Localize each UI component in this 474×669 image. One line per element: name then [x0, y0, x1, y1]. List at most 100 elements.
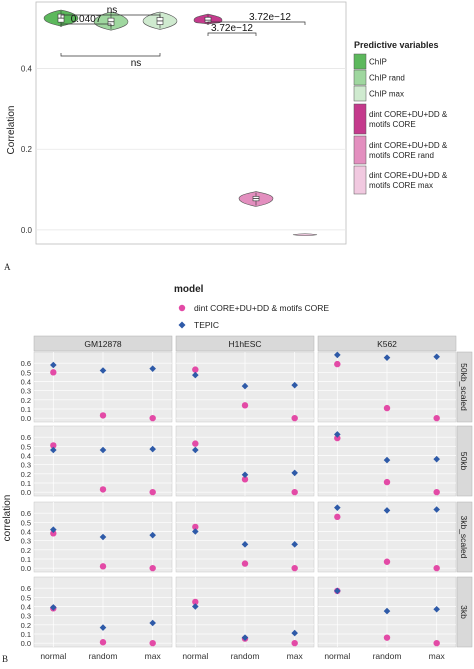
- panel-b-y-axis-label: correlation: [2, 495, 13, 542]
- point-dint-model: [291, 414, 298, 422]
- point-dint-model: [99, 412, 107, 419]
- point-dint-model: [149, 639, 156, 647]
- panel-b-x-tick-label: random: [231, 651, 260, 661]
- panel-a-y-axis-label: Correlation: [6, 106, 17, 155]
- legend-label: dint CORE+DU+DD & motifs CORE: [369, 110, 448, 129]
- facet-panel: [33, 576, 173, 648]
- panel-b-y-tick-label: 0.3: [21, 461, 31, 470]
- point-tepic-model: [433, 506, 440, 513]
- panel-b-y-tick-label: 0.3: [21, 387, 31, 396]
- point-tepic-model: [99, 367, 107, 374]
- panel-b-y-tick-label: 0.0: [21, 564, 31, 573]
- facet-column-strip: GM12878: [33, 335, 173, 352]
- legend-label: ChIP rand: [369, 74, 405, 83]
- panel-a-y-tick-label: 0.0: [21, 226, 33, 235]
- panel-b-y-tick-label: 0.0: [21, 414, 31, 423]
- panel-b-y-tick-label: 0.0: [21, 639, 31, 648]
- legend-key: [353, 165, 367, 195]
- facet-panel: [317, 351, 457, 423]
- facet-panel: [175, 501, 315, 573]
- strip-label: 3kb: [459, 605, 469, 619]
- point-dint-model: [433, 639, 440, 647]
- panel-b-y-tick-label: 0.4: [21, 603, 31, 612]
- panel-b-y-tick-label: 0.1: [21, 405, 31, 414]
- panel-b-y-tick-label: 0.6: [21, 359, 31, 368]
- point-tepic-model: [99, 533, 107, 541]
- significance-bracket: [207, 21, 306, 25]
- facet-panel: [317, 425, 457, 497]
- point-dint-model: [383, 634, 391, 641]
- point-dint-model: [50, 530, 57, 537]
- panel-b-y-tick-label: 0.5: [21, 593, 31, 602]
- annotation-dint-vs-max: 3.72e−12: [207, 12, 306, 25]
- legend-entry-dint: dint CORE+DU+DD & motifs CORE: [353, 103, 448, 135]
- panel-b-y-tick-label: 0.1: [21, 630, 31, 639]
- point-tepic-model: [149, 619, 156, 627]
- legend-key: [353, 103, 367, 135]
- panel-b-y-tick-label: 0.6: [21, 584, 31, 593]
- panel-b-y-tick-label: 0.1: [21, 479, 31, 488]
- significance-label: ns: [107, 5, 118, 16]
- facet-row-strip: 3kb: [456, 576, 473, 648]
- panel-b-x-tick-label: random: [89, 651, 118, 661]
- point-tepic-model: [291, 469, 298, 477]
- point-dint-model: [334, 513, 341, 521]
- point-dint-model: [433, 414, 440, 422]
- point-dint-model: [433, 488, 440, 496]
- point-tepic-model: [149, 365, 156, 372]
- point-dint-model: [99, 486, 107, 493]
- point-dint-model: [383, 478, 391, 486]
- point-tepic-model: [192, 371, 199, 379]
- annotation-chip-vs-max-lower: ns: [60, 53, 161, 69]
- point-tepic-model: [334, 351, 341, 359]
- point-dint-model: [433, 564, 440, 572]
- point-dint-model: [99, 639, 107, 646]
- annotation-dint-vs-rand: 3.72e−12: [207, 23, 257, 36]
- point-dint-model: [241, 402, 249, 409]
- panel-b-y-tick-label: 0.2: [21, 396, 31, 405]
- panel-a-legend-title: Predictive variables: [354, 40, 439, 50]
- legend-entry-dint-rand: dint CORE+DU+DD & motifs CORE rand: [353, 135, 448, 165]
- point-tepic-model: [433, 455, 440, 463]
- violin-chip-max: [142, 11, 178, 30]
- legend-label: dint CORE+DU+DD & motifs CORE max: [369, 171, 448, 190]
- point-tepic-model: [241, 541, 249, 548]
- point-dint-model: [241, 476, 249, 483]
- legend-key: [353, 135, 367, 165]
- panel-b-y-tick-label: 0.1: [21, 555, 31, 564]
- strip-label: H1hESC: [228, 339, 261, 349]
- point-dint-model: [334, 360, 341, 368]
- facet-panel: [33, 425, 173, 497]
- point-dint-model: [241, 560, 249, 567]
- point-dint-model: [291, 564, 298, 572]
- legend-key: [353, 69, 367, 86]
- significance-bracket: [60, 14, 161, 18]
- point-dint-model: [291, 488, 298, 496]
- point-tepic-model: [50, 446, 57, 454]
- panel-a-y-tick-label: 0.2: [21, 145, 33, 154]
- point-dint-model: [192, 366, 199, 373]
- point-dint-model: [50, 369, 57, 376]
- point-dint-model: [149, 414, 156, 422]
- point-tepic-model: [383, 456, 391, 464]
- strip-label: 3kb_scaled: [459, 515, 469, 558]
- facet-panel: [175, 576, 315, 648]
- legend-entry-chip-rand: ChIP rand: [353, 69, 405, 86]
- point-tepic-model: [383, 607, 391, 615]
- panel-b-y-tick-label: 0.4: [21, 528, 31, 537]
- point-dint-model: [383, 558, 391, 565]
- panel-b-y-tick-label: 0.0: [21, 488, 31, 497]
- panel-b-label: B: [2, 654, 8, 664]
- legend-key: [353, 85, 367, 102]
- strip-label: 50kb_scaled: [459, 363, 469, 411]
- annotation-chip-vs-rand: 0.0407: [60, 14, 112, 27]
- significance-label: 0.0407: [71, 14, 102, 25]
- panel-b-y-tick-label: 0.4: [21, 378, 31, 387]
- point-tepic-model: [99, 624, 107, 631]
- facet-panel: [33, 501, 173, 573]
- strip-background: [317, 335, 457, 352]
- legend-label: ChIP max: [369, 90, 404, 99]
- panel-b-x-tick-label: random: [373, 651, 402, 661]
- facet-panel: [317, 576, 457, 648]
- point-tepic-model: [241, 382, 249, 390]
